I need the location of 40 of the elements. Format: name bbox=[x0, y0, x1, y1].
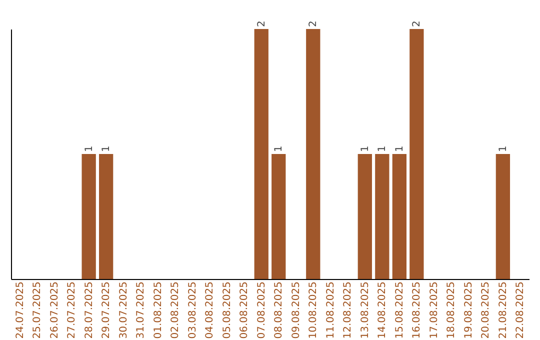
x-tick-label: 08.08.2025 bbox=[274, 282, 285, 339]
x-tick-label: 29.07.2025 bbox=[101, 282, 112, 339]
x-tick-label: 13.08.2025 bbox=[360, 282, 371, 339]
data-label: 2 bbox=[412, 20, 423, 27]
x-tick-label: 09.08.2025 bbox=[290, 282, 302, 339]
data-label: 1 bbox=[84, 146, 95, 152]
x-tick-label: 22.08.2025 bbox=[515, 282, 526, 339]
x-tick-label: 24.07.2025 bbox=[14, 282, 26, 339]
x-tick-label: 30.07.2025 bbox=[118, 282, 130, 339]
x-tick-label: 31.07.2025 bbox=[136, 282, 147, 339]
x-tick-label: 10.08.2025 bbox=[308, 282, 320, 339]
x-tick-label: 11.08.2025 bbox=[325, 282, 336, 339]
x-tick-label: 26.07.2025 bbox=[49, 282, 60, 339]
x-tick-label: 18.08.2025 bbox=[446, 282, 458, 339]
x-tick-label: 21.08.2025 bbox=[498, 282, 509, 339]
x-tick-label: 05.08.2025 bbox=[222, 282, 233, 339]
x-tick-label: 12.08.2025 bbox=[342, 282, 354, 339]
data-label: 2 bbox=[308, 20, 320, 27]
data-label: 1 bbox=[394, 146, 406, 152]
x-tick-label: 25.07.2025 bbox=[32, 282, 44, 339]
data-label: 1 bbox=[101, 146, 112, 152]
x-tick-label: 04.08.2025 bbox=[204, 282, 216, 339]
data-label: 2 bbox=[256, 20, 268, 27]
x-tick-label: 02.08.2025 bbox=[170, 282, 182, 339]
x-tick-label: 03.08.2025 bbox=[187, 282, 198, 339]
x-tick-label: 14.08.2025 bbox=[377, 282, 388, 339]
data-label: 1 bbox=[360, 146, 371, 152]
data-label: 1 bbox=[274, 146, 285, 152]
x-tick-label: 17.08.2025 bbox=[428, 282, 440, 339]
x-tick-label: 16.08.2025 bbox=[412, 282, 423, 339]
data-label: 1 bbox=[498, 146, 509, 152]
x-tick-label: 06.08.2025 bbox=[239, 282, 250, 339]
x-tick-label: 01.08.2025 bbox=[152, 282, 164, 339]
x-tick-label: 19.08.2025 bbox=[463, 282, 474, 339]
x-tick-label: 27.07.2025 bbox=[66, 282, 78, 339]
x-tick-label: 28.07.2025 bbox=[84, 282, 95, 339]
x-tick-label: 07.08.2025 bbox=[256, 282, 268, 339]
x-tick-label: 20.08.2025 bbox=[480, 282, 492, 339]
data-label: 1 bbox=[377, 146, 388, 152]
x-tick-label: 15.08.2025 bbox=[394, 282, 406, 339]
